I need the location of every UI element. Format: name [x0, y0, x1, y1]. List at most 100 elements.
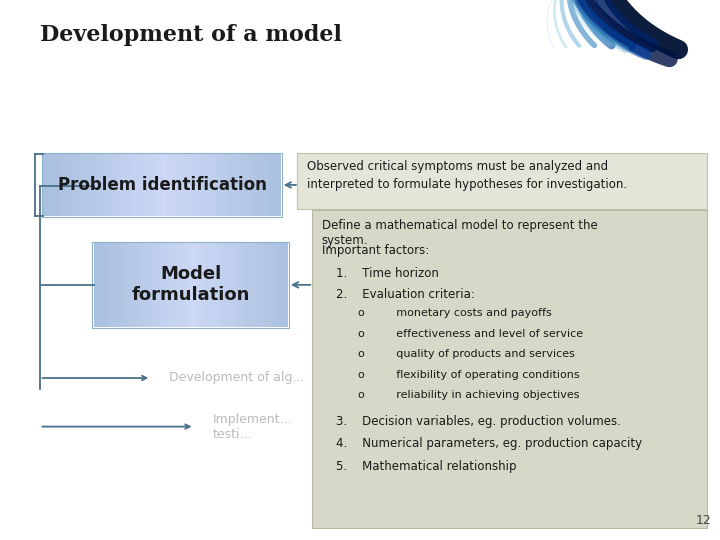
Text: Development of a model: Development of a model — [40, 24, 341, 46]
Text: Model
formulation: Model formulation — [132, 266, 250, 304]
FancyBboxPatch shape — [138, 243, 143, 327]
FancyBboxPatch shape — [79, 154, 85, 216]
FancyBboxPatch shape — [257, 154, 263, 216]
FancyBboxPatch shape — [215, 243, 220, 327]
Text: Important factors:: Important factors: — [322, 244, 429, 257]
FancyBboxPatch shape — [67, 154, 73, 216]
FancyBboxPatch shape — [197, 154, 204, 216]
FancyBboxPatch shape — [96, 154, 103, 216]
Text: 4.    Numerical parameters, eg. production capacity: 4. Numerical parameters, eg. production … — [336, 437, 642, 450]
FancyBboxPatch shape — [122, 243, 127, 327]
FancyBboxPatch shape — [279, 243, 283, 327]
FancyBboxPatch shape — [166, 243, 171, 327]
FancyBboxPatch shape — [132, 243, 138, 327]
FancyBboxPatch shape — [274, 243, 279, 327]
FancyBboxPatch shape — [186, 243, 191, 327]
FancyBboxPatch shape — [61, 154, 67, 216]
FancyBboxPatch shape — [113, 243, 118, 327]
FancyBboxPatch shape — [239, 243, 244, 327]
FancyBboxPatch shape — [152, 243, 157, 327]
FancyBboxPatch shape — [235, 243, 239, 327]
FancyBboxPatch shape — [162, 154, 168, 216]
FancyBboxPatch shape — [312, 210, 707, 528]
FancyBboxPatch shape — [94, 243, 99, 327]
FancyBboxPatch shape — [150, 154, 156, 216]
FancyBboxPatch shape — [127, 243, 132, 327]
Text: Define a mathematical model to represent the
system.: Define a mathematical model to represent… — [322, 219, 598, 247]
FancyBboxPatch shape — [103, 154, 109, 216]
Text: Observed critical symptoms must be analyzed and
interpreted to formulate hypothe: Observed critical symptoms must be analy… — [307, 160, 628, 191]
Text: o         quality of products and services: o quality of products and services — [358, 349, 575, 360]
FancyBboxPatch shape — [49, 154, 55, 216]
FancyBboxPatch shape — [127, 154, 132, 216]
FancyBboxPatch shape — [210, 243, 215, 327]
FancyBboxPatch shape — [239, 154, 245, 216]
FancyBboxPatch shape — [99, 243, 104, 327]
Text: o         effectiveness and level of service: o effectiveness and level of service — [358, 329, 583, 339]
FancyBboxPatch shape — [174, 154, 180, 216]
Text: 3.    Decision variables, eg. production volumes.: 3. Decision variables, eg. production vo… — [336, 415, 621, 428]
FancyBboxPatch shape — [196, 243, 200, 327]
FancyBboxPatch shape — [104, 243, 108, 327]
Text: Implement...
testi...: Implement... testi... — [212, 413, 292, 441]
FancyBboxPatch shape — [263, 154, 269, 216]
FancyBboxPatch shape — [138, 154, 144, 216]
FancyBboxPatch shape — [254, 243, 259, 327]
FancyBboxPatch shape — [205, 243, 210, 327]
Text: o         monetary costs and payoffs: o monetary costs and payoffs — [358, 308, 552, 319]
FancyBboxPatch shape — [249, 243, 254, 327]
FancyBboxPatch shape — [222, 154, 228, 216]
FancyBboxPatch shape — [85, 154, 91, 216]
FancyBboxPatch shape — [114, 154, 120, 216]
FancyBboxPatch shape — [171, 243, 176, 327]
FancyBboxPatch shape — [181, 243, 186, 327]
FancyBboxPatch shape — [251, 154, 257, 216]
FancyBboxPatch shape — [143, 243, 147, 327]
FancyBboxPatch shape — [157, 243, 162, 327]
FancyBboxPatch shape — [191, 243, 196, 327]
FancyBboxPatch shape — [269, 154, 275, 216]
FancyBboxPatch shape — [162, 243, 166, 327]
FancyBboxPatch shape — [118, 243, 122, 327]
FancyBboxPatch shape — [156, 154, 162, 216]
FancyBboxPatch shape — [264, 243, 269, 327]
FancyBboxPatch shape — [132, 154, 138, 216]
FancyBboxPatch shape — [283, 243, 288, 327]
Text: o         reliability in achieving objectives: o reliability in achieving objectives — [358, 390, 580, 401]
FancyBboxPatch shape — [244, 243, 249, 327]
FancyBboxPatch shape — [200, 243, 205, 327]
FancyBboxPatch shape — [109, 154, 114, 216]
FancyBboxPatch shape — [186, 154, 192, 216]
FancyBboxPatch shape — [228, 154, 233, 216]
FancyBboxPatch shape — [215, 154, 222, 216]
FancyBboxPatch shape — [144, 154, 150, 216]
FancyBboxPatch shape — [192, 154, 197, 216]
FancyBboxPatch shape — [91, 154, 96, 216]
FancyBboxPatch shape — [275, 154, 281, 216]
FancyBboxPatch shape — [233, 154, 239, 216]
Text: 1.    Time horizon: 1. Time horizon — [336, 267, 439, 280]
FancyBboxPatch shape — [55, 154, 61, 216]
FancyBboxPatch shape — [259, 243, 264, 327]
FancyBboxPatch shape — [180, 154, 186, 216]
FancyBboxPatch shape — [147, 243, 152, 327]
FancyBboxPatch shape — [210, 154, 215, 216]
Text: Problem identification: Problem identification — [58, 176, 266, 194]
FancyBboxPatch shape — [225, 243, 230, 327]
Text: 12: 12 — [696, 514, 711, 526]
FancyBboxPatch shape — [297, 153, 707, 209]
FancyBboxPatch shape — [269, 243, 274, 327]
FancyBboxPatch shape — [120, 154, 127, 216]
FancyBboxPatch shape — [204, 154, 210, 216]
FancyBboxPatch shape — [176, 243, 181, 327]
Text: Development of alg...: Development of alg... — [169, 372, 305, 384]
FancyBboxPatch shape — [230, 243, 235, 327]
FancyBboxPatch shape — [220, 243, 225, 327]
FancyBboxPatch shape — [168, 154, 174, 216]
FancyBboxPatch shape — [43, 154, 49, 216]
FancyBboxPatch shape — [245, 154, 251, 216]
Text: 5.    Mathematical relationship: 5. Mathematical relationship — [336, 460, 517, 473]
FancyBboxPatch shape — [73, 154, 79, 216]
Text: 2.    Evaluation criteria:: 2. Evaluation criteria: — [336, 288, 475, 301]
Text: o         flexibility of operating conditions: o flexibility of operating conditions — [358, 370, 580, 380]
